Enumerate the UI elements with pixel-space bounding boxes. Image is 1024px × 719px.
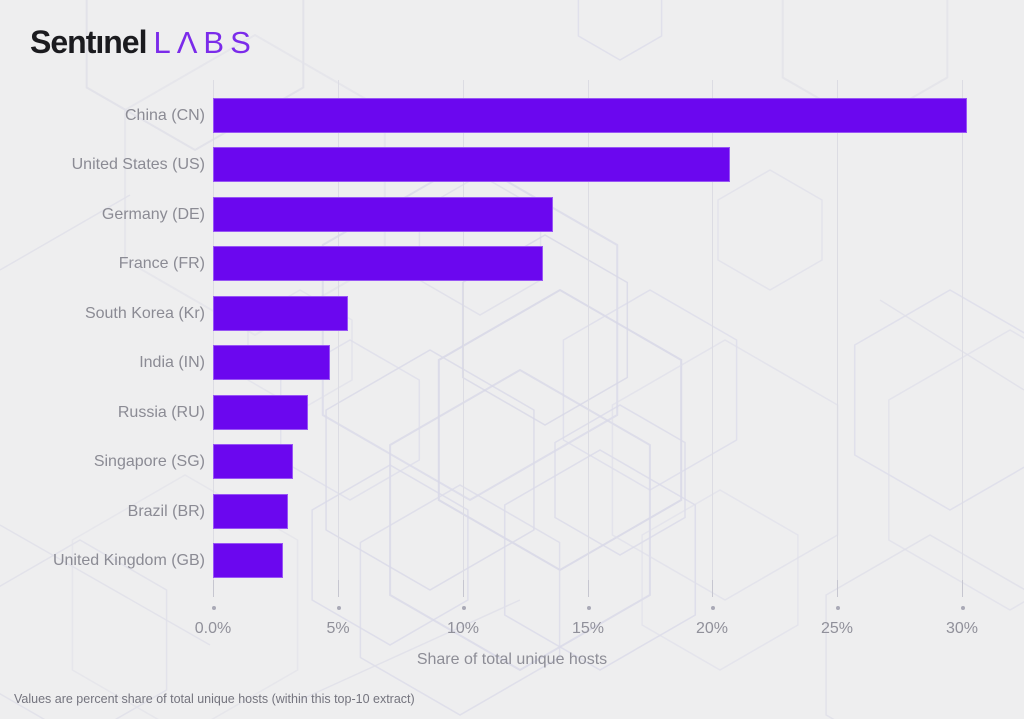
vertical-gridline <box>588 80 589 580</box>
vertical-gridline <box>463 80 464 580</box>
category-label: Brazil (BR) <box>127 503 205 520</box>
x-axis-tick <box>837 580 838 597</box>
category-label: United Kingdom (GB) <box>52 552 205 569</box>
bar-brazil-br <box>213 494 288 529</box>
x-axis-tick-label: 15% <box>571 620 605 637</box>
category-label: United States (US) <box>71 156 205 173</box>
bar-singapore-sg <box>213 444 293 479</box>
category-label: Russia (RU) <box>117 404 205 421</box>
category-label: India (IN) <box>139 354 205 371</box>
footnote: Values are percent share of total unique… <box>14 692 415 706</box>
category-label: France (FR) <box>118 255 205 272</box>
category-label: South Korea (Kr) <box>84 305 205 322</box>
category-label: Germany (DE) <box>101 206 205 223</box>
x-axis-tick <box>962 580 963 597</box>
category-label: Singapore (SG) <box>93 453 205 470</box>
x-axis-tick-dot <box>337 606 341 610</box>
x-axis-title: Share of total unique hosts <box>416 651 608 668</box>
x-axis-tick-label: 10% <box>446 620 480 637</box>
bar-france-fr <box>213 246 543 281</box>
x-axis-tick-dot <box>711 606 715 610</box>
x-axis-tick-label: 0.0% <box>194 620 232 637</box>
x-axis-tick-dot <box>961 606 965 610</box>
x-axis-tick-label: 25% <box>820 620 854 637</box>
x-axis-tick-dot <box>587 606 591 610</box>
logo-brand-text: Sentınel <box>30 24 147 60</box>
bar-united-states-us <box>213 147 730 182</box>
x-axis-tick-dot <box>836 606 840 610</box>
bar-china-cn <box>213 98 967 133</box>
bar-india-in <box>213 345 330 380</box>
bar-russia-ru <box>213 395 308 430</box>
x-axis-tick-dot <box>462 606 466 610</box>
logo-suffix-text: LΛBS <box>153 25 257 60</box>
vertical-gridline <box>962 80 963 580</box>
bar-south-korea-kr <box>213 296 348 331</box>
x-axis-tick-label: 20% <box>695 620 729 637</box>
x-axis-tick <box>588 580 589 597</box>
bar-united-kingdom-gb <box>213 543 283 578</box>
x-axis-tick-dot <box>212 606 216 610</box>
vertical-gridline <box>837 80 838 580</box>
x-axis-tick <box>213 580 214 597</box>
sentinel-labs-logo: Sentınel LΛBS <box>30 24 257 61</box>
x-axis-tick <box>463 580 464 597</box>
x-axis-tick-label: 30% <box>945 620 979 637</box>
vertical-gridline <box>712 80 713 580</box>
x-axis-tick <box>712 580 713 597</box>
category-label: China (CN) <box>124 107 205 124</box>
bar-germany-de <box>213 197 553 232</box>
x-axis-tick <box>338 580 339 597</box>
x-axis-tick-label: 5% <box>326 620 350 637</box>
